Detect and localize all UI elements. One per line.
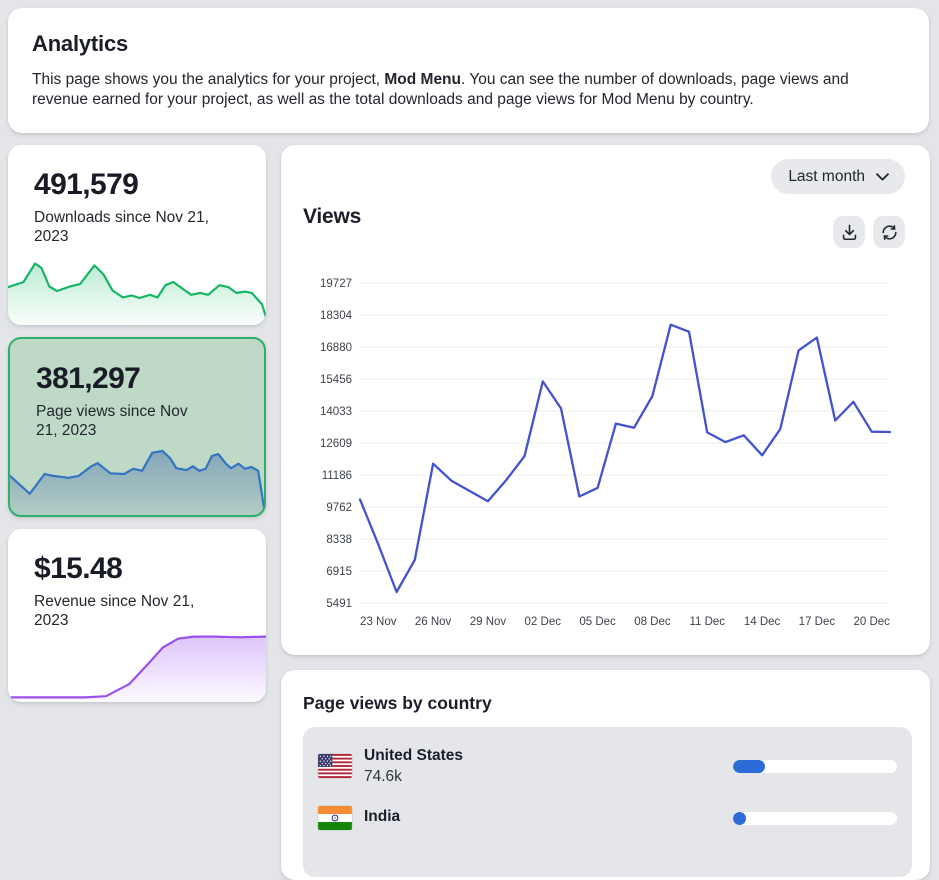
country-row-india: India: [318, 792, 897, 844]
country-list: United States 74.6k India: [303, 727, 912, 877]
country-progress-bar: [733, 811, 897, 825]
page-views-label: Page views since Nov 21, 2023: [36, 403, 188, 439]
svg-text:26 Nov: 26 Nov: [415, 616, 452, 628]
country-name: India: [364, 807, 401, 825]
country-progress-bar-fill: [733, 759, 766, 773]
analytics-header-card: Analytics This page shows you the analyt…: [8, 8, 929, 133]
views-chart-title: Views: [303, 205, 362, 228]
download-csv-button[interactable]: [833, 216, 865, 248]
country-stats-card: Page views by country: [281, 670, 930, 880]
svg-text:29 Nov: 29 Nov: [470, 616, 507, 628]
country-page-views-count: 74.6k: [364, 767, 402, 785]
country-progress-bar: [733, 759, 897, 773]
india-flag-icon: [318, 806, 352, 830]
country-progress-bar-fill: [733, 811, 747, 825]
download-icon: [842, 224, 856, 240]
svg-text:8338: 8338: [326, 534, 352, 546]
svg-text:12609: 12609: [320, 438, 352, 450]
svg-text:08 Dec: 08 Dec: [634, 616, 671, 628]
page-views-count: 381,297: [36, 362, 141, 395]
svg-text:18304: 18304: [320, 310, 353, 322]
views-chart-card: Last month Views 5491 6915 8338 9762 11186 12…: [281, 145, 930, 655]
country-name: United States: [364, 746, 464, 764]
stat-card-page-views-selected[interactable]: 381,297 Page views since Nov 21, 2023: [8, 337, 266, 517]
country-panel-title: Page views by country: [303, 693, 492, 713]
downloads-sparkline-chart: [8, 255, 266, 325]
revenue-sparkline-chart: [8, 632, 266, 702]
svg-text:11186: 11186: [322, 470, 352, 482]
page-title: Analytics: [32, 31, 129, 56]
views-line-chart: 5491 6915 8338 9762 11186 12609 14033 15456 1688…: [320, 278, 892, 628]
svg-text:14033: 14033: [320, 406, 352, 418]
country-text-block: India: [364, 808, 400, 829]
country-text-block: United States 74.6k: [364, 747, 463, 786]
analytics-page: { "header": { "title": "Analytics", "des…: [8, 8, 930, 880]
revenue-amount: $15.48: [34, 552, 123, 585]
description-after: . You can see the number of downloads, p…: [32, 71, 849, 108]
downloads-count: 491,579: [34, 168, 139, 201]
date-range-label: Last month: [788, 167, 865, 185]
svg-text:19727: 19727: [320, 278, 352, 290]
svg-text:14 Dec: 14 Dec: [744, 616, 781, 628]
date-range-selector[interactable]: Last month: [771, 159, 905, 194]
page-description: This page shows you the analytics for yo…: [8, 57, 929, 109]
chevron-down-icon: [876, 172, 889, 180]
svg-text:16880: 16880: [320, 342, 352, 354]
country-row-united-states: United States 74.6k: [318, 740, 897, 792]
us-flag-icon: [318, 754, 352, 778]
downloads-label: Downloads since Nov 21, 2023: [34, 209, 209, 245]
revenue-label: Revenue since Nov 21, 2023: [34, 593, 195, 629]
refresh-icon: [881, 224, 897, 240]
svg-text:20 Dec: 20 Dec: [854, 616, 891, 628]
svg-text:23 Nov: 23 Nov: [360, 616, 397, 628]
svg-text:9762: 9762: [326, 502, 352, 514]
svg-text:05 Dec: 05 Dec: [579, 616, 616, 628]
stat-card-revenue[interactable]: $15.48 Revenue since Nov 21, 2023: [8, 529, 266, 702]
svg-text:5491: 5491: [326, 598, 352, 610]
svg-text:11 Dec: 11 Dec: [689, 616, 725, 628]
stat-card-downloads[interactable]: 491,579 Downloads since Nov 21, 2023: [8, 145, 266, 325]
page-views-sparkline-chart: [10, 445, 264, 515]
project-name: Mod Menu: [384, 71, 461, 88]
svg-text:17 Dec: 17 Dec: [799, 616, 836, 628]
description-before: This page shows you the analytics for yo…: [32, 71, 385, 88]
svg-text:15456: 15456: [320, 374, 352, 386]
svg-text:6915: 6915: [326, 566, 352, 578]
refresh-button[interactable]: [873, 216, 905, 248]
svg-text:02 Dec: 02 Dec: [525, 616, 562, 628]
